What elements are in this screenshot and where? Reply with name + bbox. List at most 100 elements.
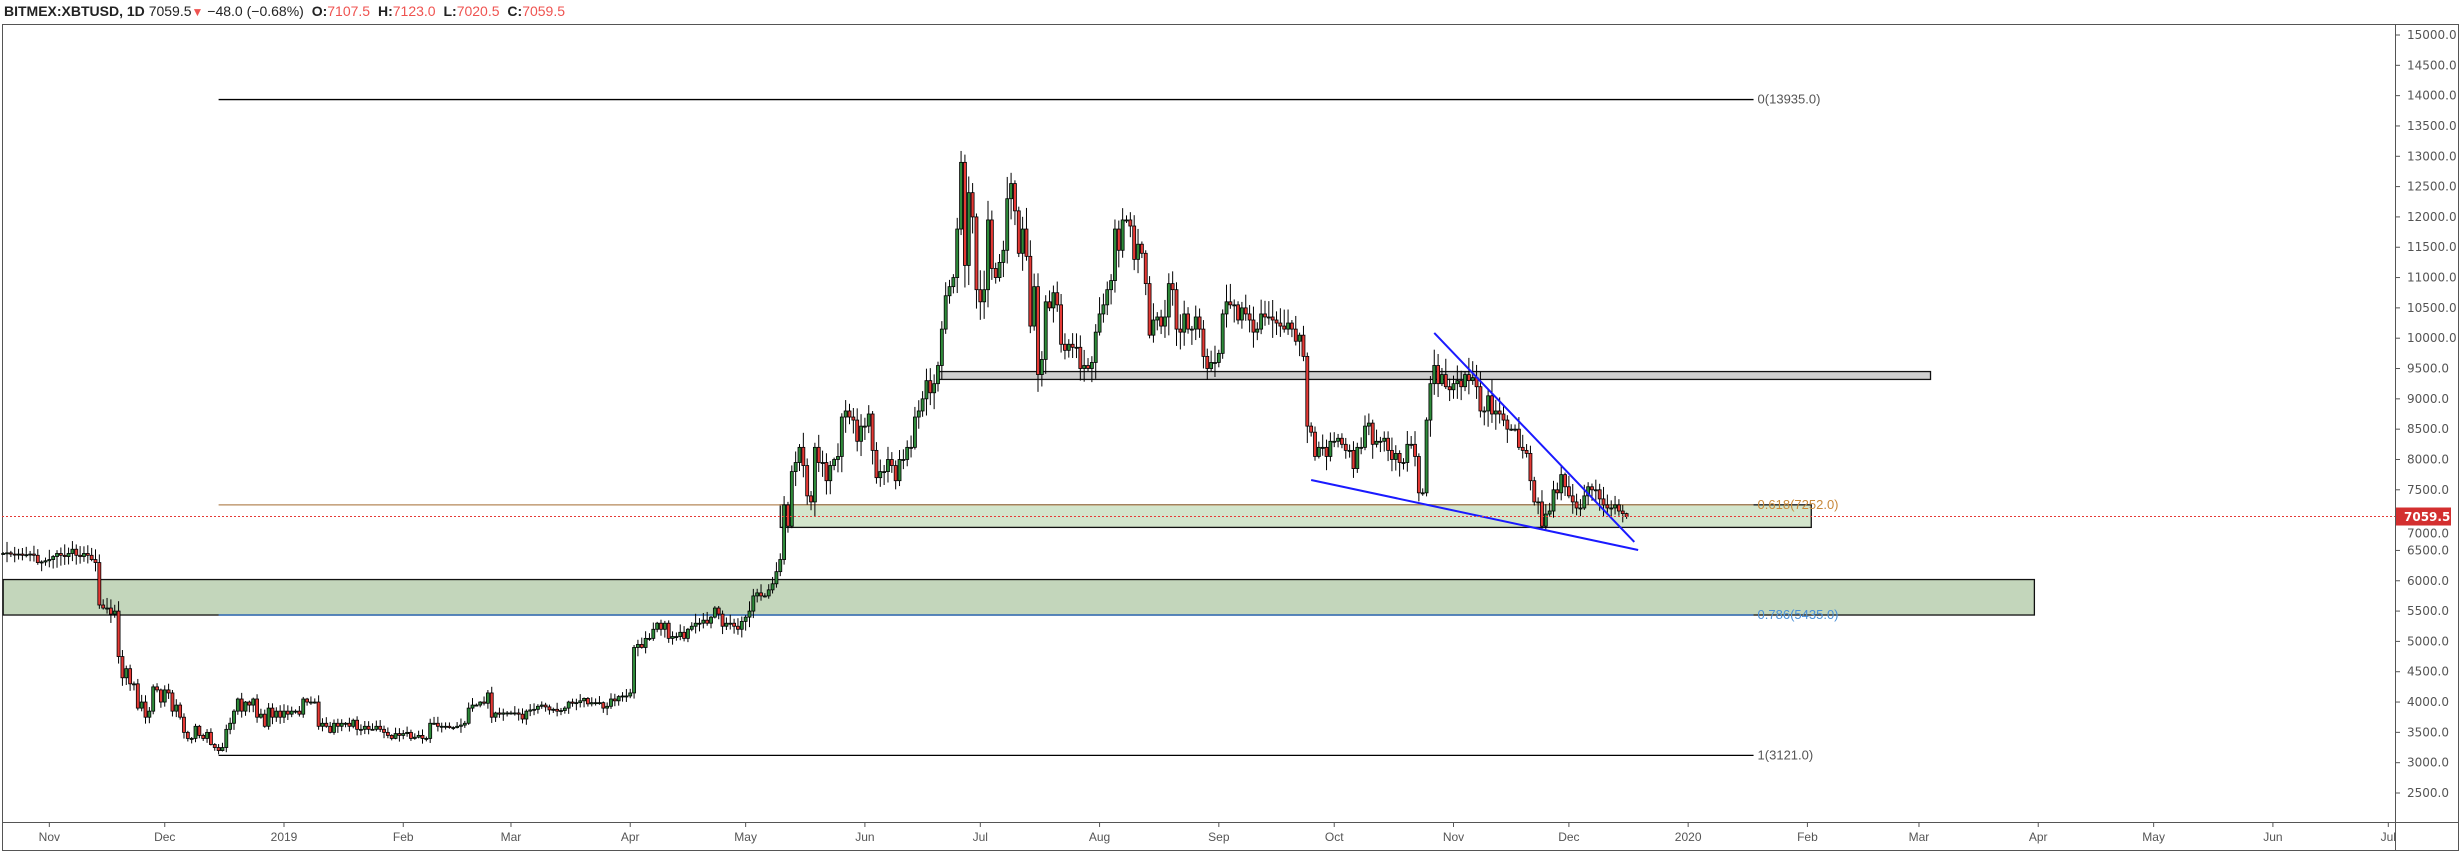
- candle: [1313, 426, 1317, 461]
- big-green-zone[interactable]: [2, 578, 2036, 616]
- candle: [1405, 431, 1410, 472]
- candle-body: [801, 446, 806, 466]
- candle-body: [97, 562, 102, 606]
- candle: [101, 599, 106, 610]
- candle: [951, 274, 956, 294]
- candle-body: [135, 683, 140, 709]
- candle: [632, 645, 636, 699]
- candle-body: [566, 701, 571, 709]
- candle-body: [593, 702, 598, 705]
- candle: [847, 403, 852, 425]
- candle: [297, 706, 302, 717]
- low-value: 7020.5: [456, 3, 500, 19]
- time-tick-label: Jul: [2381, 830, 2396, 844]
- candle-body: [647, 637, 652, 640]
- candle: [220, 742, 225, 752]
- candle-body: [1516, 428, 1521, 448]
- candle-body: [20, 553, 25, 556]
- candle: [982, 270, 987, 319]
- candle-body: [1086, 365, 1090, 369]
- candle: [1617, 499, 1621, 516]
- candle: [786, 501, 790, 533]
- candle: [505, 710, 510, 717]
- candle: [1309, 422, 1314, 437]
- candle: [1316, 441, 1321, 459]
- candle-body: [1490, 395, 1494, 415]
- upper-trendline[interactable]: [1433, 332, 1636, 543]
- candle: [1182, 300, 1187, 346]
- candle-body: [16, 553, 21, 556]
- candle-body: [662, 622, 667, 630]
- candle-body: [1497, 410, 1502, 415]
- candle: [201, 733, 206, 741]
- candle: [724, 617, 729, 631]
- trendlines-layer[interactable]: [1310, 332, 1639, 551]
- candle: [1574, 493, 1579, 516]
- candle-body: [1213, 362, 1217, 364]
- candle: [1120, 208, 1125, 258]
- candle: [539, 701, 544, 709]
- candle: [51, 555, 56, 569]
- candle: [1, 552, 6, 555]
- candle: [1263, 300, 1267, 326]
- fib-retracement[interactable]: 0(13935.0) 0.618(7252.0) 0.786(5435.0) 1(31…: [218, 92, 1839, 763]
- candle-body: [901, 459, 906, 461]
- candle: [124, 665, 129, 685]
- candle-body: [1224, 301, 1229, 315]
- candle: [832, 457, 837, 471]
- candle-body: [643, 637, 648, 648]
- candle: [478, 701, 483, 708]
- candle: [1266, 301, 1271, 325]
- candle: [189, 737, 194, 744]
- candle-body: [1293, 328, 1298, 342]
- candle: [1251, 306, 1256, 348]
- candle-body: [843, 410, 848, 418]
- candle: [932, 374, 937, 410]
- candle: [647, 633, 652, 641]
- candle: [1451, 375, 1456, 399]
- candle-body: [632, 647, 636, 694]
- candle-body: [1313, 431, 1317, 457]
- candle: [893, 460, 898, 490]
- candle: [882, 464, 887, 485]
- candle: [759, 584, 763, 601]
- fib-level-label: 0(13935.0): [1758, 92, 1821, 107]
- candle-body: [1043, 301, 1048, 360]
- candle-body: [378, 725, 383, 730]
- candle: [412, 733, 417, 740]
- candle: [466, 702, 471, 725]
- candle-body: [851, 416, 856, 421]
- candle: [1124, 215, 1129, 224]
- candle: [1113, 219, 1117, 293]
- candle: [409, 729, 413, 741]
- candle: [1436, 354, 1440, 398]
- candle-body: [1201, 328, 1206, 357]
- candle: [1493, 399, 1498, 430]
- candle-body: [93, 559, 98, 563]
- time-tick-label: Mar: [1909, 830, 1930, 844]
- candle-body: [1, 553, 6, 555]
- candle-body: [878, 471, 883, 479]
- candle-body: [1420, 492, 1425, 495]
- price-axis[interactable]: 2500.0 3000.0 3500.0 4000.0 4500.0 5000.0 5500…: [2395, 28, 2457, 800]
- candle-body: [24, 554, 29, 557]
- candle-body: [616, 696, 621, 702]
- candle: [432, 716, 436, 725]
- candle: [39, 560, 44, 572]
- lower-trendline[interactable]: [1310, 478, 1639, 551]
- candle-body: [1551, 489, 1556, 512]
- candle-body: [963, 161, 967, 266]
- candle: [435, 716, 440, 732]
- candle-body: [1247, 313, 1252, 321]
- candle-body: [1259, 313, 1264, 330]
- time-axis[interactable]: Nov Dec 2019 Feb Mar Apr May Jun Jul Aug Sep Oct Nov…: [39, 822, 2396, 844]
- candle: [1189, 325, 1194, 345]
- candle: [178, 702, 183, 720]
- candle: [205, 729, 209, 743]
- candle: [1089, 356, 1094, 383]
- candle-body: [124, 668, 129, 679]
- candle: [509, 710, 513, 715]
- candle: [1224, 284, 1229, 328]
- candle-body: [516, 712, 521, 715]
